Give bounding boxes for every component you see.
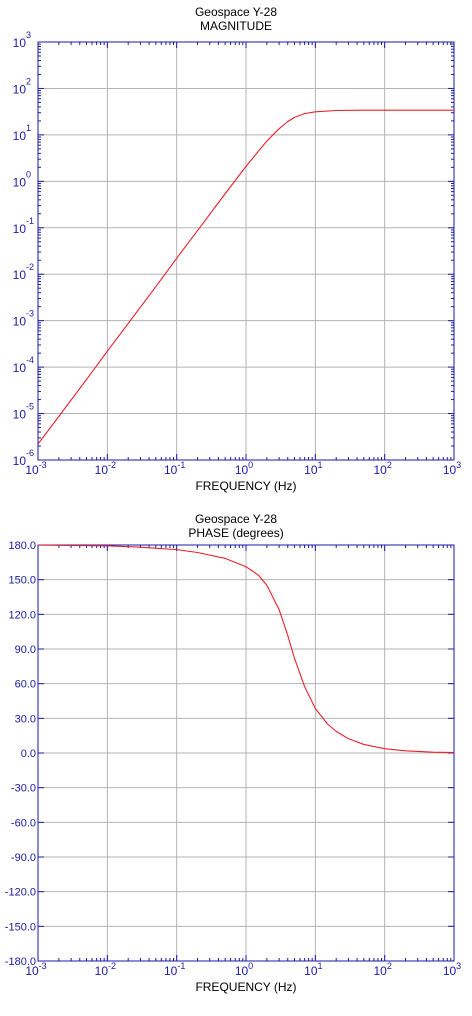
y-tick-label-base: 10 [13,454,27,468]
x-tick-label-exponent: 1 [318,460,323,470]
x-tick-label: 100 [235,460,253,477]
series-line-response [37,544,455,754]
y-tick-label: 10 [13,454,27,468]
y-tick-label-exponent: -4 [26,355,34,365]
x-tick-label-base: 10 [304,964,318,978]
x-tick-label-exponent: 0 [248,460,253,470]
x-tick-label-base: 10 [164,463,178,477]
x-tick-label: 101 [304,961,322,978]
x-tick-label: 101 [304,460,322,477]
x-tick-label: 102 [373,460,391,477]
magnitude-chart-subtitle: MAGNITUDE [200,19,272,33]
y-tick-label: 10 [13,36,27,50]
y-tick-label: 10 [13,175,27,189]
y-tick-label: -120.0 [5,887,36,899]
x-tick-label-exponent: 3 [456,460,461,470]
y-tick-label: 90.0 [15,644,36,656]
x-tick-label-base: 10 [443,463,457,477]
x-tick-label: 10-3 [25,961,46,978]
x-tick-label-exponent: 1 [318,961,323,971]
x-tick-label-base: 10 [95,463,109,477]
x-tick-label-exponent: 3 [456,961,461,971]
y-tick-label-exponent: 2 [26,76,31,86]
x-tick-label-exponent: 2 [387,460,392,470]
y-tick-label-base: 10 [13,315,27,329]
x-tick-label-exponent: -1 [177,961,185,971]
y-tick-label-base: 10 [13,175,27,189]
x-tick-label-exponent: -1 [177,460,185,470]
y-tick-label: -90.0 [11,852,36,864]
x-axis-label: FREQUENCY (Hz) [195,479,296,493]
x-tick-label-exponent: -2 [108,460,116,470]
x-tick-label: 100 [235,961,253,978]
y-tick-label: 60.0 [15,679,36,691]
x-tick-label-base: 10 [25,463,39,477]
phase-chart-subtitle: PHASE (degrees) [188,526,284,540]
y-tick-label: 10 [13,82,27,96]
x-axis-label: FREQUENCY (Hz) [195,980,296,994]
x-tick-label-exponent: -2 [108,961,116,971]
y-tick-label: -60.0 [11,817,36,829]
y-tick-label: -30.0 [11,783,36,795]
y-tick-label: 0.0 [21,748,36,760]
x-tick-label-exponent: -3 [39,961,47,971]
x-tick-label: 102 [373,961,391,978]
magnitude-chart: 10-3 10-2 10-1 100 101 102 10310310210110010-1… [13,30,462,493]
x-tick-label: 10-1 [164,460,185,477]
magnitude-chart-title: Geospace Y-28 [194,5,278,19]
y-tick-label: 30.0 [15,713,36,725]
y-tick-label: 150.0 [8,575,36,587]
y-tick-label-exponent: 0 [26,169,31,179]
y-tick-label: 10 [13,408,27,422]
x-tick-label: 10-1 [164,961,185,978]
x-tick-label: 10-3 [25,460,46,477]
x-tick-label: 103 [443,460,461,477]
y-tick-label: 120.0 [8,609,36,621]
y-tick-label-base: 10 [13,82,27,96]
x-tick-label-base: 10 [304,463,318,477]
y-tick-label-exponent: -3 [26,309,34,319]
series-line-response [37,109,454,445]
y-tick-label: 180.0 [8,540,36,552]
x-tick-label: 103 [443,961,461,978]
y-tick-label: 10 [13,315,27,329]
phase-chart: 10-3 10-2 10-1 100 101 102 103180.0150.0120.09… [5,540,461,994]
y-tick-label-base: 10 [13,222,27,236]
x-tick-label-base: 10 [95,964,109,978]
y-tick-label-exponent: -5 [26,402,34,412]
y-tick-label-exponent: -2 [26,262,34,272]
y-tick-label: -180.0 [5,956,36,968]
y-tick-label-exponent: -6 [26,448,34,458]
y-tick-label-exponent: 1 [26,123,31,133]
x-tick-label: 10-2 [95,460,116,477]
x-tick-label-exponent: 2 [387,961,392,971]
y-tick-label-base: 10 [13,408,27,422]
phase-chart-title: Geospace Y-28 [194,512,278,526]
x-tick-label-base: 10 [373,463,387,477]
x-tick-label-exponent: -3 [39,460,47,470]
y-tick-label: 10 [13,361,27,375]
y-tick-label-exponent: 3 [26,30,31,40]
x-tick-label-base: 10 [443,964,457,978]
y-tick-label-base: 10 [13,36,27,50]
x-tick-label-base: 10 [235,463,249,477]
y-tick-label-base: 10 [13,361,27,375]
y-tick-label-base: 10 [13,268,27,282]
y-tick-label: 10 [13,222,27,236]
x-tick-label-base: 10 [25,964,39,978]
y-tick-label: -150.0 [5,921,36,933]
y-tick-label: 10 [13,129,27,143]
y-tick-label-base: 10 [13,129,27,143]
y-tick-label-exponent: -1 [26,216,34,226]
x-tick-label-base: 10 [235,964,249,978]
x-tick-label-base: 10 [164,964,178,978]
y-tick-label: 10 [13,268,27,282]
x-tick-label-exponent: 0 [248,961,253,971]
x-tick-label-base: 10 [373,964,387,978]
x-tick-label: 10-2 [95,961,116,978]
